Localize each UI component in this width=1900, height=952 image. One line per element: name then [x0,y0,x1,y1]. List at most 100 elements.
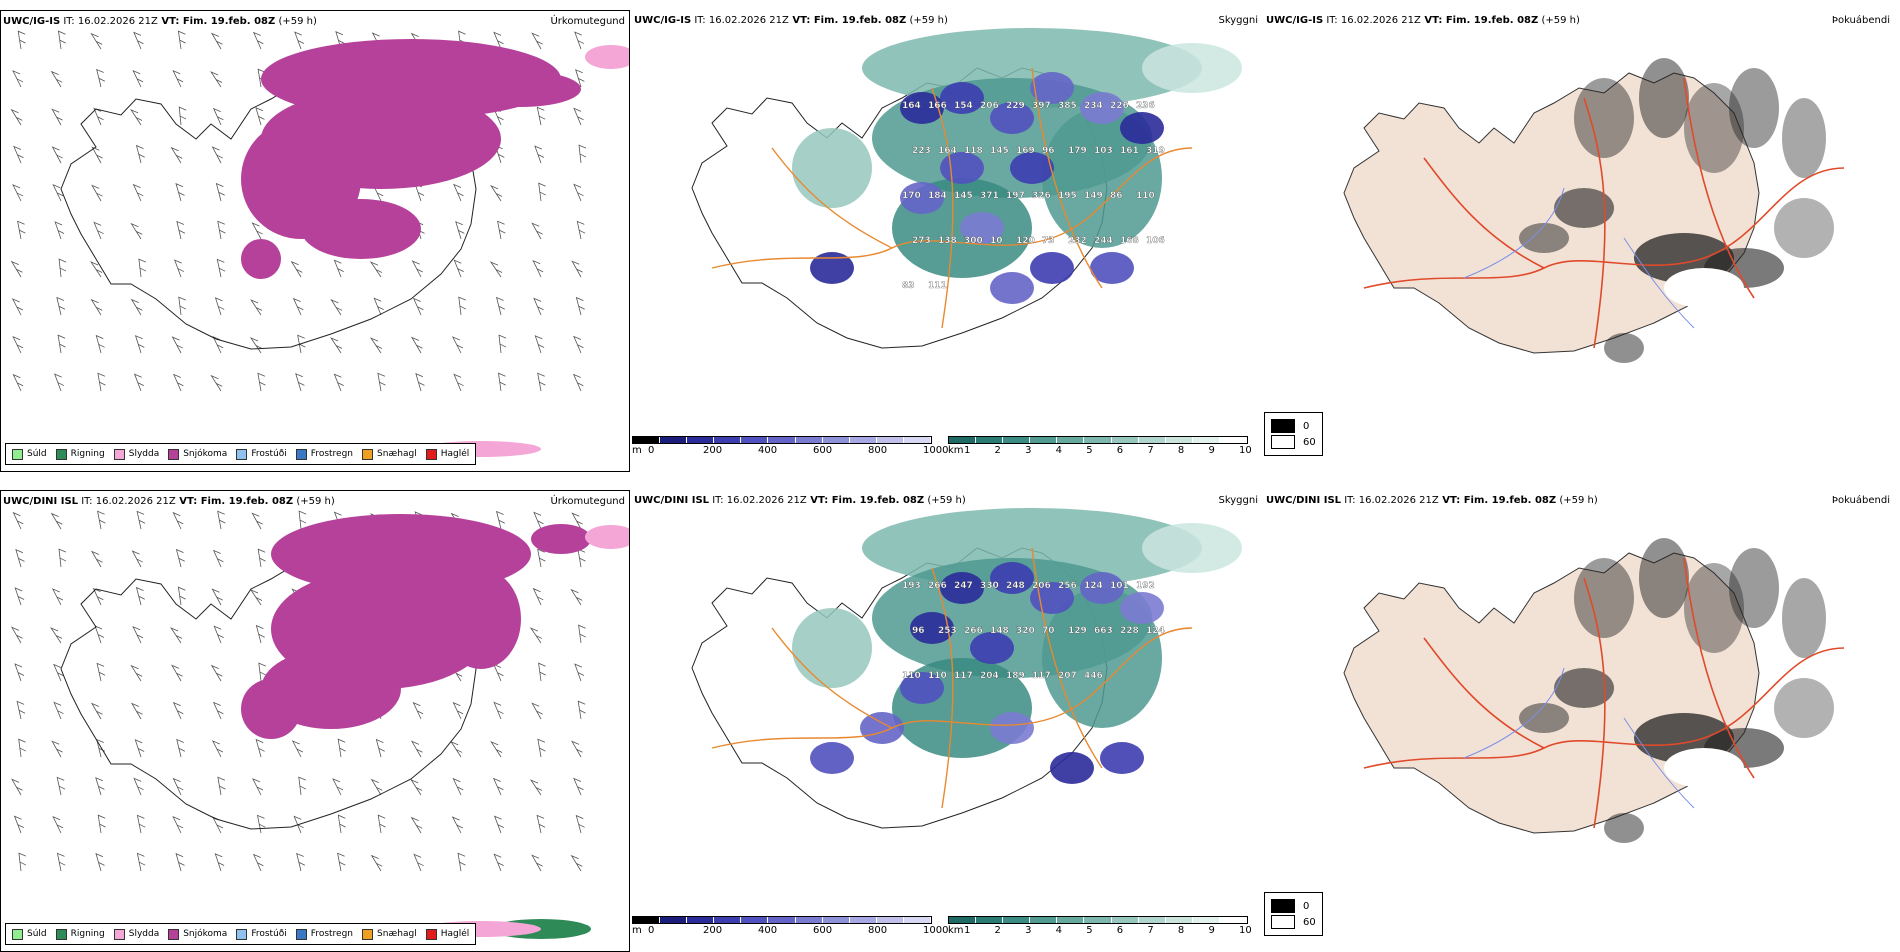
wind-barb [250,299,263,316]
legend-label: Snjókoma [183,449,228,459]
it-label: IT: [709,495,727,506]
snowfall-area [241,679,301,739]
wind-barb [132,183,144,202]
legend-swatch [168,928,180,940]
scale-tick-label: 1000 [923,925,949,936]
scale-segment [768,917,796,923]
it-value: 16.02.2026 21Z [1358,495,1439,506]
scale-segment [1030,917,1058,923]
wind-barb [529,627,543,644]
vt-label: VT: [788,15,814,26]
legend-label: Rigning [70,449,105,459]
wind-barb [132,626,144,644]
wind-barb [577,700,586,720]
scale-tick-label: 0 [648,445,655,456]
wind-barb [452,777,464,796]
legend-label: Snjókoma [183,929,228,939]
scale-tick-label: 1 [964,925,971,936]
scale-unit: km [948,445,964,456]
cloud-base-value: 273 [912,236,931,246]
wind-barb [493,663,504,682]
cloud-base-area [1142,523,1242,573]
wind-barb [452,701,464,720]
legend-swatch [295,928,307,940]
scale-segment [714,917,742,923]
wind-barb [172,511,184,530]
cloud-base-value: 192 [1136,581,1155,591]
wind-barb [11,778,23,796]
wind-barb [412,701,424,720]
legend-label: Frostregn [310,929,354,939]
wind-barb [410,816,423,834]
wind-barb [533,511,544,530]
low-cloud-cell [1120,112,1164,144]
low-cloud-cell [1100,742,1144,774]
cloud-base-value: 266 [964,626,983,636]
wind-barb [18,852,27,872]
wind-barb [574,663,585,682]
cloud-base-map: 193 266 247 330 248 206 256 124 101 192 96 253 266 14… [691,508,1242,829]
scale-tick-label: 4 [1055,925,1063,936]
wind-barb [410,779,423,796]
cloud-base-value: 83 [902,281,915,291]
panel-title: Skyggni [1218,495,1258,506]
wind-barb [571,512,583,530]
scale-segment [795,437,823,443]
wind-barb [251,512,263,530]
wind-barb [134,739,145,758]
fog-cell [1782,98,1826,178]
wind-barb [94,625,105,644]
cloud-base-value: 120 [1016,236,1035,246]
scale-tick-label: 10 [1239,925,1252,936]
snowfall-area [531,524,591,554]
model-name: UWC/DINI ISL [1266,495,1342,506]
wind-barb [133,373,145,392]
fog-cell [1519,223,1569,253]
low-cloud-cell [1080,92,1124,124]
scale-segment [822,437,850,443]
wind-barb [257,372,266,392]
legend-swatch [55,928,67,940]
wind-barb [249,589,263,606]
scale-segment [741,917,769,923]
wind-barb [573,335,584,354]
wind-barb [12,511,24,530]
fog-cell [1684,83,1744,173]
low-cloud-cell [940,82,984,114]
wind-barb [130,664,143,682]
legend-item: Rigning [55,448,105,460]
wind-barb [296,852,306,872]
wind-barb [56,776,66,796]
wind-barb [16,700,26,720]
wind-barb [130,298,143,316]
wind-barb [292,297,304,316]
wind-barb [131,550,143,568]
cloud-base-value: 166 [928,101,947,111]
vt-value: Fim. 19.feb. 08Z [813,15,907,26]
low-cloud-cell [860,712,904,744]
wind-barb [578,144,587,164]
legend-swatch [362,448,374,460]
wind-barb [337,814,346,834]
legend-label: Haglél [440,449,470,459]
wind-barb [172,701,184,720]
lead-time: (+59 h) [1556,495,1598,506]
cloud-base-value: 193 [902,581,921,591]
wind-barb [490,741,503,758]
road-network [1363,77,1845,349]
scale-segment [1003,917,1031,923]
wind-barb [373,297,384,316]
scale-tick-label: 0 [648,925,655,936]
fog-cell [1574,558,1634,638]
wind-barb [133,31,144,50]
vt-value: Fim. 19.feb. 08Z [200,496,294,507]
scale-tick-label: 7 [1147,925,1154,936]
fog-index-panel: UWC/DINI ISL IT: 16.02.2026 21Z VT: Fim.… [1264,490,1894,952]
fog-cell [1554,188,1614,228]
wind-barb [258,662,267,682]
scale-segment [1084,917,1112,923]
wind-barb [56,296,66,316]
scale-segment [1138,437,1166,443]
wind-barb [58,30,66,50]
wind-barb [290,260,303,278]
